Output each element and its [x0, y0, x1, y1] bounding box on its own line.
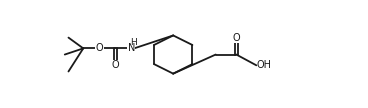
Text: O: O — [95, 43, 103, 53]
Text: O: O — [233, 33, 240, 43]
Text: N: N — [128, 43, 135, 53]
Text: O: O — [112, 60, 119, 70]
Text: H: H — [130, 38, 137, 47]
Text: OH: OH — [257, 60, 272, 70]
